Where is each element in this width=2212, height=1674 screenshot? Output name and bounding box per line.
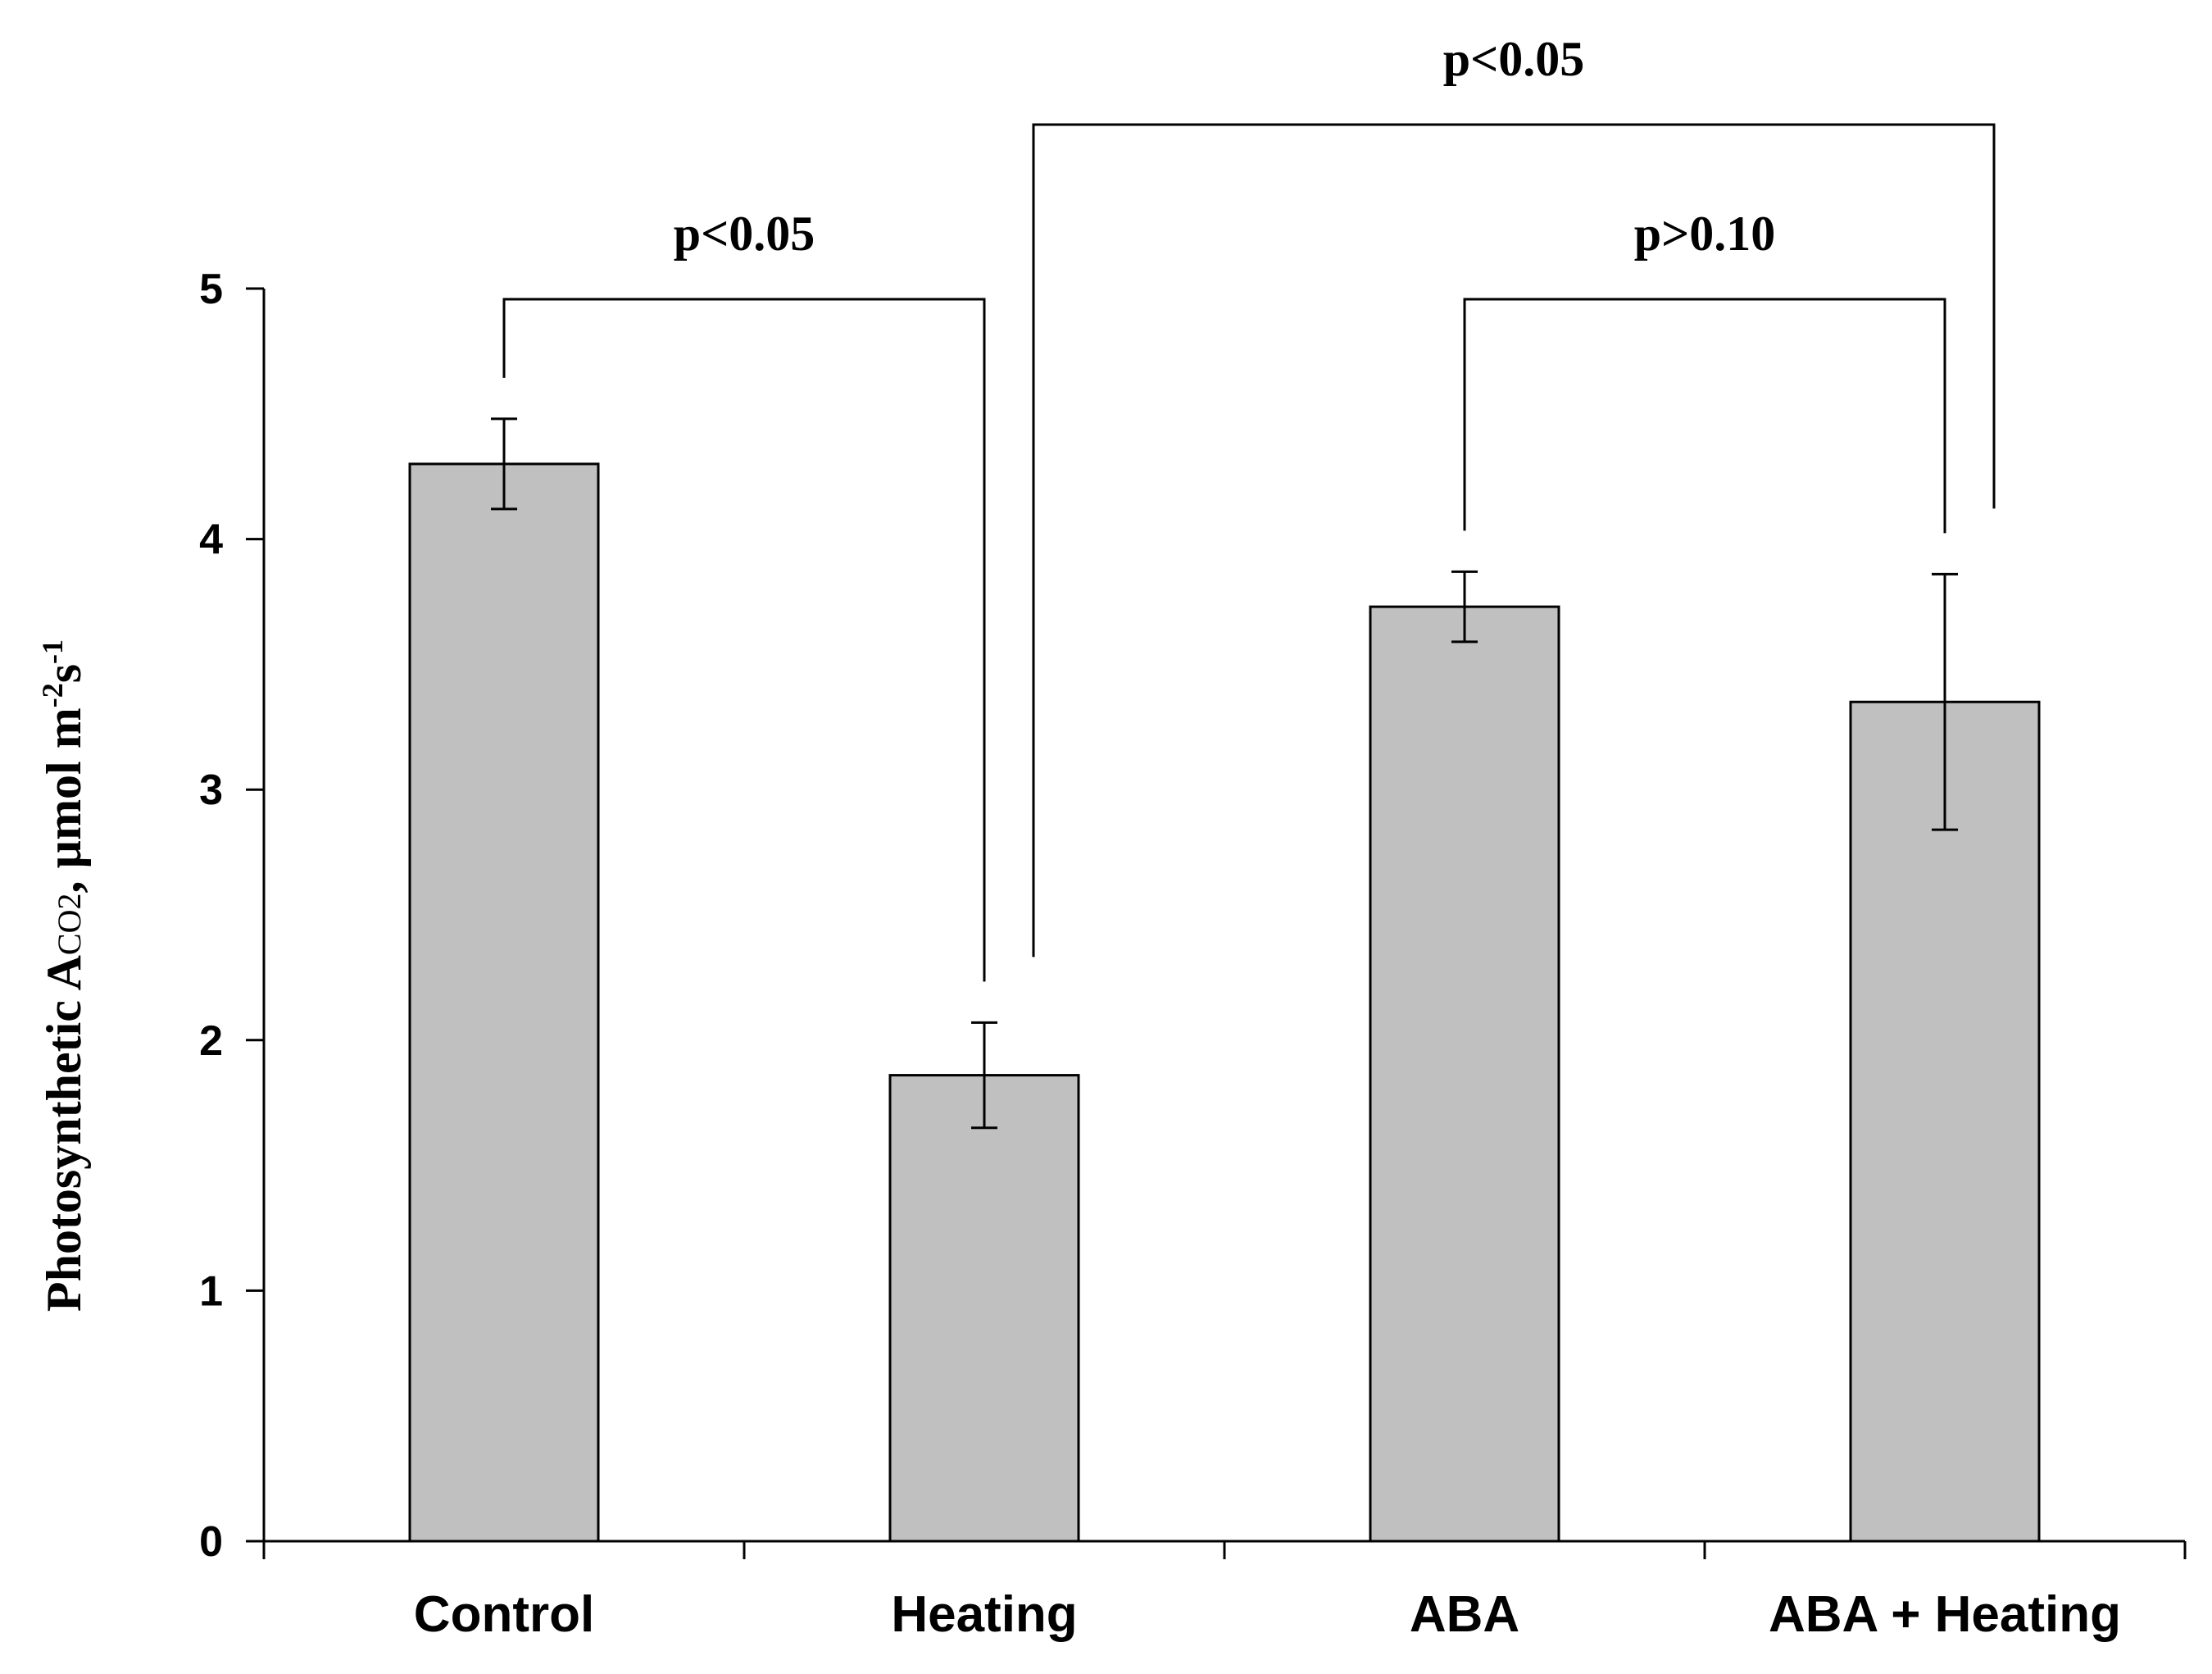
significance-bracket	[1463, 298, 1946, 534]
x-category-label: Control	[414, 1586, 594, 1643]
y-tick-label: 5	[199, 266, 223, 313]
significance-bracket	[1032, 123, 1996, 958]
error-bars	[491, 417, 1958, 1130]
significance-brackets	[502, 123, 1996, 982]
bar-heating	[888, 1074, 1080, 1543]
bar-aba	[1369, 605, 1560, 1543]
x-category-label: ABA	[1410, 1586, 1519, 1643]
x-category-label: ABA + Heating	[1769, 1586, 2121, 1643]
labels: 0 1 2 3 4 5 Control Heating ABA ABA + Heating p<0.…	[199, 32, 2121, 1643]
bar-control	[408, 462, 600, 1543]
significance-label: p<0.05	[674, 207, 815, 261]
y-tick-label: 0	[199, 1518, 223, 1566]
x-category-label: Heating	[891, 1586, 1077, 1643]
significance-bracket	[502, 298, 986, 982]
y-tick-label: 3	[199, 766, 223, 814]
y-tick-label: 1	[199, 1267, 223, 1315]
bar-aba-heating	[1849, 700, 2041, 1543]
bars	[408, 462, 2041, 1543]
significance-label: p<0.05	[1443, 32, 1585, 86]
significance-label: p>0.10	[1634, 207, 1776, 261]
y-axis-label: Photosynthetic ACO2, µmol m-2s-1	[36, 639, 91, 1312]
y-tick-label: 4	[199, 516, 223, 564]
y-tick-label: 2	[199, 1017, 223, 1065]
